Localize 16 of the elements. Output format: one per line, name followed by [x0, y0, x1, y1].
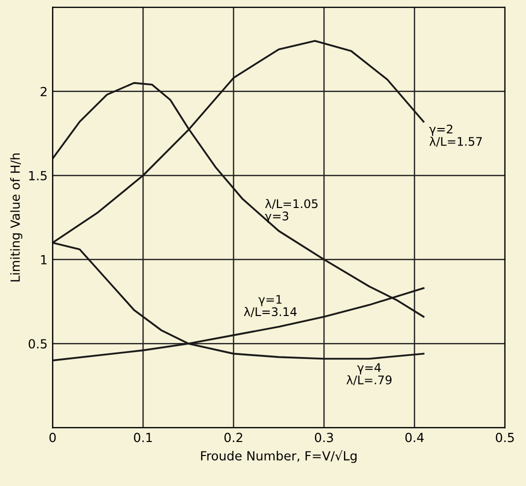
x-tick-label: 0.5 [496, 432, 514, 442]
annotation: γ=2 λ/L=1.57 [429, 124, 482, 147]
x-tick-label: 0.1 [134, 432, 152, 442]
y-tick-label: 0.5 [28, 339, 47, 349]
y-tick-label: 1.5 [29, 171, 47, 180]
annotation: γ=4 λ/L=.79 [346, 363, 392, 386]
y-tick-label: 2 [40, 86, 46, 96]
x-tick-label: 0.2 [224, 432, 242, 442]
x-tick-label: 0 [49, 432, 56, 442]
y-axis-title: Limiting Value of H/h [10, 153, 22, 282]
x-tick-label: 0.4 [405, 432, 424, 442]
annotation: λ/L=1.05 γ=3 [265, 198, 318, 223]
x-axis-title: Froude Number, F=V/√Lg [201, 450, 357, 463]
annotation: γ=1 λ/L=3.14 [244, 295, 297, 318]
x-tick-label: 0.3 [314, 432, 333, 442]
y-tick-label: 1 [41, 255, 47, 264]
